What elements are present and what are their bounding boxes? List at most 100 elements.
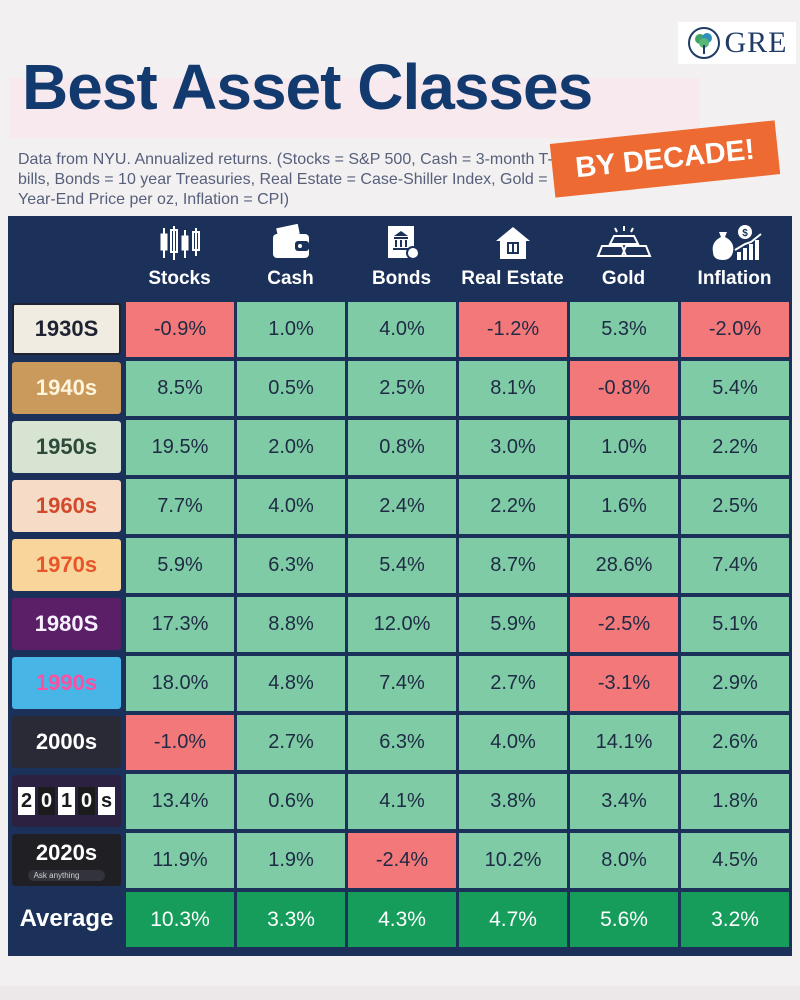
average-cell: 3.2%	[681, 892, 789, 947]
column-label: Gold	[601, 268, 646, 289]
return-cell: -2.5%	[570, 597, 678, 652]
decade-label: 1960s	[12, 480, 121, 532]
decade-label: 2020s Ask anything	[12, 834, 121, 886]
return-cell: 7.4%	[681, 538, 789, 593]
column-header-real-estate: Real Estate	[457, 216, 568, 300]
house-icon	[495, 227, 530, 259]
column-label: Inflation	[697, 268, 772, 289]
wallet-icon	[272, 224, 309, 258]
return-cell: 2.6%	[681, 715, 789, 770]
decade-label-text: 2020s	[35, 839, 98, 865]
return-cell: 1.6%	[570, 479, 678, 534]
return-cell: 4.8%	[237, 656, 345, 711]
return-cell: 2.5%	[681, 479, 789, 534]
returns-table: Stocks Cash Bonds	[8, 216, 792, 956]
return-cell: 0.5%	[237, 361, 345, 416]
money-bag-chart-icon: $	[712, 225, 762, 260]
return-cell: 8.1%	[459, 361, 567, 416]
decade-label-tile: 0	[38, 787, 55, 815]
column-header-bonds: Bonds	[346, 216, 457, 300]
return-cell: 13.4%	[126, 774, 234, 829]
decade-row: 2000s -1.0% 2.7% 6.3% 4.0% 14.1% 2.6%	[8, 713, 792, 772]
return-cell: 12.0%	[348, 597, 456, 652]
average-cell: 3.3%	[237, 892, 345, 947]
return-cell: -1.0%	[126, 715, 234, 770]
column-label: Real Estate	[461, 268, 564, 289]
decade-row: 1980S 17.3% 8.8% 12.0% 5.9% -2.5% 5.1%	[8, 595, 792, 654]
return-cell: 3.4%	[570, 774, 678, 829]
return-cell: 3.0%	[459, 420, 567, 475]
column-header-cash: Cash	[235, 216, 346, 300]
column-label: Stocks	[148, 268, 211, 289]
return-cell: 6.3%	[348, 715, 456, 770]
return-cell: 4.0%	[348, 302, 456, 357]
return-cell: 5.4%	[348, 538, 456, 593]
decade-label: 2000s	[12, 716, 121, 768]
return-cell: 2.7%	[459, 656, 567, 711]
return-cell: -2.0%	[681, 302, 789, 357]
decade-label: 1990s	[12, 657, 121, 709]
tree-icon	[687, 27, 720, 59]
decade-label-tile: 0	[78, 787, 95, 815]
decade-row: 1970s 5.9% 6.3% 5.4% 8.7% 28.6% 7.4%	[8, 536, 792, 595]
return-cell: -0.8%	[570, 361, 678, 416]
return-cell: 18.0%	[126, 656, 234, 711]
return-cell: 1.8%	[681, 774, 789, 829]
return-cell: -0.9%	[126, 302, 234, 357]
svg-text:$: $	[742, 228, 748, 239]
return-cell: 19.5%	[126, 420, 234, 475]
return-cell: 6.3%	[237, 538, 345, 593]
decade-row: 2 0 1 0 s 13.4% 0.6% 4.1% 3.8% 3.4% 1.8%	[8, 772, 792, 831]
decade-row: 2020s Ask anything 11.9% 1.9% -2.4% 10.2% 8.0%…	[8, 831, 792, 890]
return-cell: 1.0%	[237, 302, 345, 357]
return-cell: 2.7%	[237, 715, 345, 770]
return-cell: -2.4%	[348, 833, 456, 888]
return-cell: 8.0%	[570, 833, 678, 888]
return-cell: 2.9%	[681, 656, 789, 711]
decade-row: 1990s 18.0% 4.8% 7.4% 2.7% -3.1% 2.9%	[8, 654, 792, 713]
return-cell: 7.4%	[348, 656, 456, 711]
return-cell: -1.2%	[459, 302, 567, 357]
gre-logo: GRE	[678, 22, 796, 64]
return-cell: 4.1%	[348, 774, 456, 829]
decade-label-tile: s	[98, 787, 115, 815]
decade-label: 1930S	[12, 303, 121, 355]
table-header: Stocks Cash Bonds	[124, 216, 792, 300]
return-cell: 0.6%	[237, 774, 345, 829]
return-cell: 17.3%	[126, 597, 234, 652]
return-cell: 4.0%	[459, 715, 567, 770]
gold-bars-icon	[596, 226, 651, 257]
return-cell: 11.9%	[126, 833, 234, 888]
column-header-gold: Gold	[568, 216, 679, 300]
decade-label: 1970s	[12, 539, 121, 591]
column-header-stocks: Stocks	[124, 216, 235, 300]
return-cell: -3.1%	[570, 656, 678, 711]
page-title: Best Asset Classes	[22, 51, 593, 123]
decade-row: 1950s 19.5% 2.0% 0.8% 3.0% 1.0% 2.2%	[8, 418, 792, 477]
decade-label: 1980S	[12, 598, 121, 650]
return-cell: 4.0%	[237, 479, 345, 534]
decade-label: 1940s	[12, 362, 121, 414]
return-cell: 8.5%	[126, 361, 234, 416]
title-highlight	[10, 78, 700, 138]
average-cell: 5.6%	[570, 892, 678, 947]
decade-row: 1930S -0.9% 1.0% 4.0% -1.2% 5.3% -2.0%	[8, 300, 792, 359]
return-cell: 1.9%	[237, 833, 345, 888]
decade-row: 1960s 7.7% 4.0% 2.4% 2.2% 1.6% 2.5%	[8, 477, 792, 536]
bond-document-icon	[387, 226, 420, 260]
subtitle: Data from NYU. Annualized returns. (Stoc…	[18, 151, 553, 208]
return-cell: 4.5%	[681, 833, 789, 888]
return-cell: 28.6%	[570, 538, 678, 593]
decade-row: 1940s 8.5% 0.5% 2.5% 8.1% -0.8% 5.4%	[8, 359, 792, 418]
return-cell: 5.4%	[681, 361, 789, 416]
return-cell: 7.7%	[126, 479, 234, 534]
average-cell: 4.3%	[348, 892, 456, 947]
return-cell: 1.0%	[570, 420, 678, 475]
decade-label-tile: 1	[58, 787, 75, 815]
average-row: Average 10.3% 3.3% 4.3% 4.7% 5.6% 3.2%	[8, 890, 792, 949]
return-cell: 8.8%	[237, 597, 345, 652]
average-label: Average	[12, 893, 121, 945]
ask-anything-caption: Ask anything	[27, 869, 106, 881]
average-cell: 10.3%	[126, 892, 234, 947]
return-cell: 8.7%	[459, 538, 567, 593]
